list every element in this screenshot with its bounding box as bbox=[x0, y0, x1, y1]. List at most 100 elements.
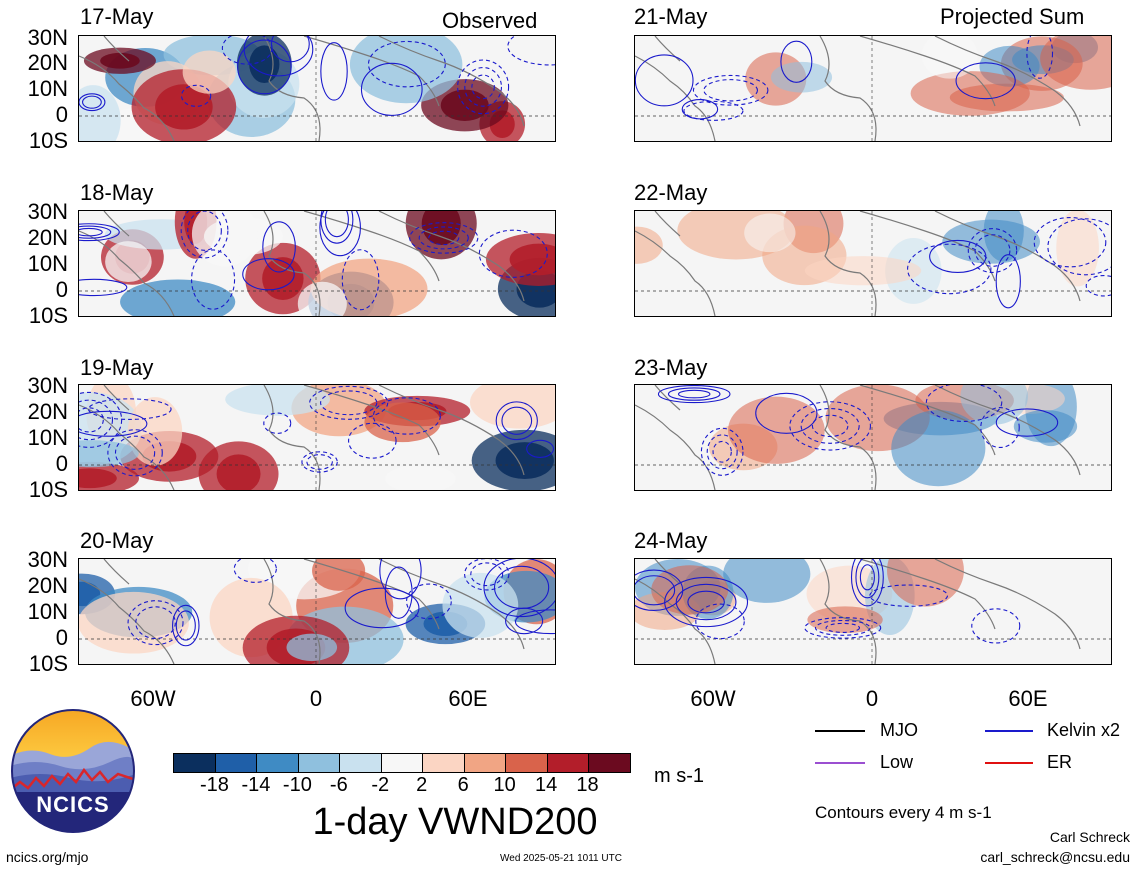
colorbar-swatch bbox=[298, 754, 341, 772]
lat-label-10s: 10S bbox=[28, 651, 68, 676]
kelvin-contour bbox=[706, 434, 738, 470]
map-panel-observed-2 bbox=[78, 210, 556, 317]
wind-anomaly-shade bbox=[635, 226, 663, 264]
kelvin-contour bbox=[175, 610, 196, 641]
kelvin-contour bbox=[1026, 36, 1054, 79]
map-graphic bbox=[79, 36, 555, 141]
lat-label-30n: 30N bbox=[27, 199, 68, 224]
kelvin-contour bbox=[692, 74, 769, 106]
figure-title: 1-day VWND200 bbox=[312, 801, 598, 843]
ncics-logo-icon bbox=[11, 709, 135, 833]
wind-anomaly-shade bbox=[723, 559, 811, 603]
kelvin-contour bbox=[478, 229, 548, 278]
kelvin-contour bbox=[79, 225, 112, 239]
kelvin-contour bbox=[703, 79, 759, 102]
colorbar-swatch bbox=[547, 754, 590, 772]
kelvin-contour bbox=[187, 211, 222, 251]
wind-anomaly-shade bbox=[469, 385, 555, 429]
kelvin-contour bbox=[712, 440, 732, 463]
kelvin-contour bbox=[955, 62, 1016, 100]
colorbar-swatch bbox=[423, 754, 465, 772]
kelvin-contour bbox=[501, 406, 533, 435]
kelvin-contour bbox=[107, 429, 163, 477]
kelvin-contour bbox=[526, 439, 555, 458]
colorbar-tick-label: -6 bbox=[329, 774, 348, 796]
kelvin-contour bbox=[79, 93, 106, 112]
kelvin-contour bbox=[514, 609, 555, 635]
kelvin-contour bbox=[850, 559, 884, 607]
lat-label-10s: 10S bbox=[28, 303, 68, 328]
kelvin-contour bbox=[995, 254, 1021, 309]
kelvin-contour bbox=[237, 39, 292, 95]
colorbar-swatch bbox=[381, 754, 424, 772]
lon-label-projected-60w: 60W bbox=[690, 686, 736, 711]
kelvin-contour bbox=[667, 387, 721, 401]
kelvin-contour bbox=[800, 407, 860, 444]
footer-author: Carl Schreck bbox=[1049, 829, 1130, 845]
map-panel-projected-2 bbox=[634, 210, 1112, 317]
colorbar-tick-label: 6 bbox=[457, 774, 469, 796]
kelvin-contour bbox=[657, 385, 731, 404]
kelvin-contour bbox=[664, 576, 749, 628]
map-panel-projected-3 bbox=[634, 384, 1112, 491]
kelvin-contour bbox=[428, 230, 460, 246]
wind-anomaly-shade bbox=[364, 402, 441, 443]
colorbar-tick-label: 10 bbox=[493, 774, 516, 796]
kelvin-contour bbox=[677, 389, 711, 399]
map-panel-projected-1 bbox=[634, 35, 1112, 142]
kelvin-contour bbox=[242, 258, 295, 291]
lat-label-10n: 10N bbox=[27, 251, 68, 276]
kelvin-contour bbox=[804, 617, 882, 639]
lat-label-20n: 20N bbox=[27, 399, 68, 424]
kelvin-contour bbox=[464, 66, 503, 107]
kelvin-contour bbox=[79, 227, 103, 237]
kelvin-contour bbox=[79, 391, 123, 448]
colorbar-swatch bbox=[340, 754, 382, 772]
map-panel-projected-4 bbox=[634, 558, 1112, 665]
kelvin-contour bbox=[635, 575, 676, 606]
kelvin-contour bbox=[700, 427, 744, 476]
wind-anomaly-shade bbox=[79, 85, 121, 141]
lat-label-20n: 20N bbox=[27, 573, 68, 598]
kelvin-contour bbox=[967, 228, 1018, 274]
kelvin-contour bbox=[379, 559, 422, 600]
wind-anomaly-shade bbox=[887, 559, 964, 607]
lat-label-20n: 20N bbox=[27, 50, 68, 75]
legend-swatch-kelvin bbox=[985, 730, 1033, 732]
kelvin-contour bbox=[695, 603, 745, 640]
kelvin-contour bbox=[929, 239, 987, 274]
wind-anomaly-shade bbox=[804, 256, 922, 286]
wind-anomaly-shade bbox=[286, 633, 338, 662]
map-graphic bbox=[635, 559, 1111, 664]
colorbar-tick-label: 2 bbox=[416, 774, 428, 796]
kelvin-contour bbox=[925, 385, 1003, 423]
kelvin-contour bbox=[495, 401, 538, 441]
colorbar-units: m s-1 bbox=[654, 765, 704, 787]
kelvin-contour bbox=[869, 584, 949, 607]
kelvin-contour bbox=[1085, 274, 1111, 297]
lat-label-eq: 0 bbox=[55, 102, 68, 127]
kelvin-contour bbox=[319, 211, 361, 257]
wind-anomaly-shade bbox=[120, 279, 236, 316]
colorbar-swatch bbox=[174, 754, 216, 772]
kelvin-contour bbox=[483, 559, 555, 618]
kelvin-contour bbox=[233, 559, 277, 583]
kelvin-contour bbox=[493, 565, 550, 609]
lat-label-10s: 10S bbox=[28, 128, 68, 153]
date-label-observed-3: 19-May bbox=[80, 355, 154, 380]
lat-label-eq: 0 bbox=[55, 277, 68, 302]
wind-anomaly-shade bbox=[182, 50, 236, 94]
footer-email: carl_schreck@ncsu.edu bbox=[980, 849, 1130, 865]
kelvin-contour bbox=[79, 407, 104, 433]
kelvin-contour bbox=[1033, 217, 1107, 268]
date-label-observed-4: 20-May bbox=[80, 528, 154, 553]
lat-label-10n: 10N bbox=[27, 599, 68, 624]
wind-anomaly-shade bbox=[1013, 409, 1078, 443]
footer-url: ncics.org/mjo bbox=[6, 849, 89, 865]
logo-text: NCICS bbox=[36, 792, 110, 817]
lon-label-projected-60e: 60E bbox=[1008, 686, 1048, 711]
kelvin-contour bbox=[114, 435, 156, 470]
kelvin-contour bbox=[384, 566, 413, 619]
lat-label-30n: 30N bbox=[27, 373, 68, 398]
wind-anomaly-shade bbox=[312, 559, 366, 591]
